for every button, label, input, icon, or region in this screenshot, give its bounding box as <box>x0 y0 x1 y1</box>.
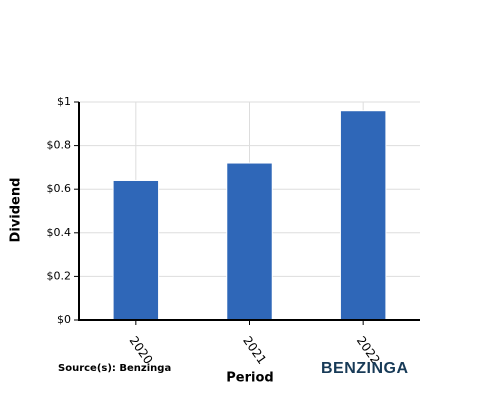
source-note: Source(s): Benzinga <box>58 363 172 374</box>
y-tick-label: $0.6 <box>47 182 72 195</box>
y-tick-label: $1 <box>57 95 71 108</box>
benzinga-logo: BENZINGA <box>321 360 409 377</box>
y-tick-label: $0.4 <box>47 226 72 239</box>
y-axis-label: Dividend <box>8 177 24 243</box>
x-axis-label: Period <box>226 370 274 386</box>
y-tick-label: $0.2 <box>47 269 72 282</box>
y-tick-label: $0.8 <box>47 139 72 152</box>
bar-2020 <box>112 179 160 321</box>
bar-2021 <box>226 162 273 321</box>
x-tick-label: 2020 <box>127 334 156 367</box>
bar-2022 <box>339 110 387 321</box>
y-tick-label: $0 <box>57 313 71 326</box>
x-tick-label: 2021 <box>240 334 269 367</box>
